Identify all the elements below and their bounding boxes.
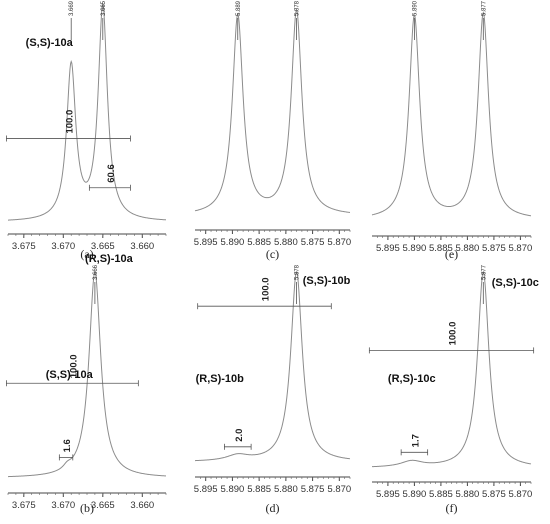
integral-value-f-1: 1.7 [410, 434, 421, 447]
x-tick-label-d-0: 5.895 [194, 484, 218, 495]
spectrum-line-f [371, 270, 532, 468]
panel-caption-b: (b) [80, 501, 94, 515]
peak-label-b-1: (R,S)-10a [85, 253, 134, 265]
x-tick-label-b-3: 3.660 [130, 500, 154, 511]
x-tick-label-d-4: 5.875 [301, 484, 325, 495]
x-tick-label-a-1: 3.670 [51, 241, 75, 252]
x-tick-label-b-0: 3.675 [12, 500, 36, 511]
x-tick-label-c-0: 5.895 [194, 237, 218, 248]
peak-ppm-label-a-0: 3.669 [69, 0, 75, 16]
integral-value-d-1: 2.0 [234, 429, 245, 442]
spectrum-line-d [194, 271, 351, 462]
peak-ppm-label-e-1: 5.877 [481, 0, 487, 16]
x-tick-label-f-3: 5.880 [456, 489, 480, 500]
x-tick-label-b-2: 3.665 [91, 500, 115, 511]
peak-label-d-1: (S,S)-10b [303, 275, 351, 287]
x-tick-label-c-1: 5.890 [221, 237, 245, 248]
integral-value-a-1: 60.6 [106, 164, 117, 183]
x-tick-label-b-1: 3.670 [51, 500, 75, 511]
peak-ppm-label-f-1: 5.877 [481, 264, 487, 280]
panel-caption-c: (c) [266, 247, 279, 261]
integral-value-b-1: 1.6 [62, 439, 73, 452]
peak-label-f-1: (S,S)-10c [492, 277, 539, 289]
x-tick-label-a-2: 3.665 [91, 241, 115, 252]
integral-value-f-0: 100.0 [448, 322, 459, 346]
x-tick-label-c-3: 5.880 [274, 237, 298, 248]
x-tick-label-e-1: 5.890 [403, 243, 427, 254]
integral-value-d-0: 100.0 [260, 277, 271, 301]
peak-label-f-0: (R,S)-10c [388, 373, 436, 385]
x-tick-label-e-5: 5.870 [509, 243, 533, 254]
x-tick-label-f-5: 5.870 [509, 489, 533, 500]
peak-ppm-label-a-1: 3.665 [101, 0, 107, 16]
peak-ppm-label-b-1: 3.666 [93, 264, 99, 280]
peak-ppm-label-c-1: 5.878 [295, 0, 301, 16]
peak-ppm-label-c-0: 5.889 [236, 0, 242, 16]
peak-label-a-0: (S,S)-10a [26, 37, 74, 49]
peak-label-b-0: (S,S)-10a [46, 369, 94, 381]
spectrum-line-b [7, 270, 167, 478]
x-tick-label-e-2: 5.885 [429, 243, 453, 254]
x-tick-label-e-4: 5.875 [482, 243, 506, 254]
integral-value-b-0: 100.0 [68, 354, 79, 378]
panel-caption-a: (a) [80, 247, 93, 261]
x-tick-label-f-0: 5.895 [376, 489, 400, 500]
x-tick-label-d-1: 5.890 [221, 484, 245, 495]
x-tick-label-f-4: 5.875 [482, 489, 506, 500]
x-tick-label-f-2: 5.885 [429, 489, 453, 500]
spectrum-line-e [371, 11, 532, 217]
spectrum-line-a [7, 3, 167, 221]
x-tick-label-c-2: 5.885 [247, 237, 271, 248]
panel-caption-d: (d) [266, 501, 280, 515]
x-tick-label-d-3: 5.880 [274, 484, 298, 495]
panel-caption-e: (e) [445, 247, 458, 261]
x-tick-label-c-5: 5.870 [327, 237, 351, 248]
peak-label-d-0: (R,S)-10b [196, 373, 245, 385]
x-tick-label-a-3: 3.660 [130, 241, 154, 252]
x-tick-label-c-4: 5.875 [301, 237, 325, 248]
x-tick-label-e-0: 5.895 [376, 243, 400, 254]
x-tick-label-f-1: 5.890 [403, 489, 427, 500]
panel-caption-f: (f) [446, 501, 458, 515]
x-tick-label-d-2: 5.885 [247, 484, 271, 495]
x-tick-label-a-0: 3.675 [12, 241, 36, 252]
peak-ppm-label-e-0: 5.890 [412, 0, 418, 16]
x-tick-label-d-5: 5.870 [327, 484, 351, 495]
integral-value-a-0: 100.0 [64, 110, 75, 134]
x-tick-label-e-3: 5.880 [456, 243, 480, 254]
spectrum-line-c [194, 8, 351, 213]
peak-ppm-label-d-1: 5.878 [295, 264, 301, 280]
